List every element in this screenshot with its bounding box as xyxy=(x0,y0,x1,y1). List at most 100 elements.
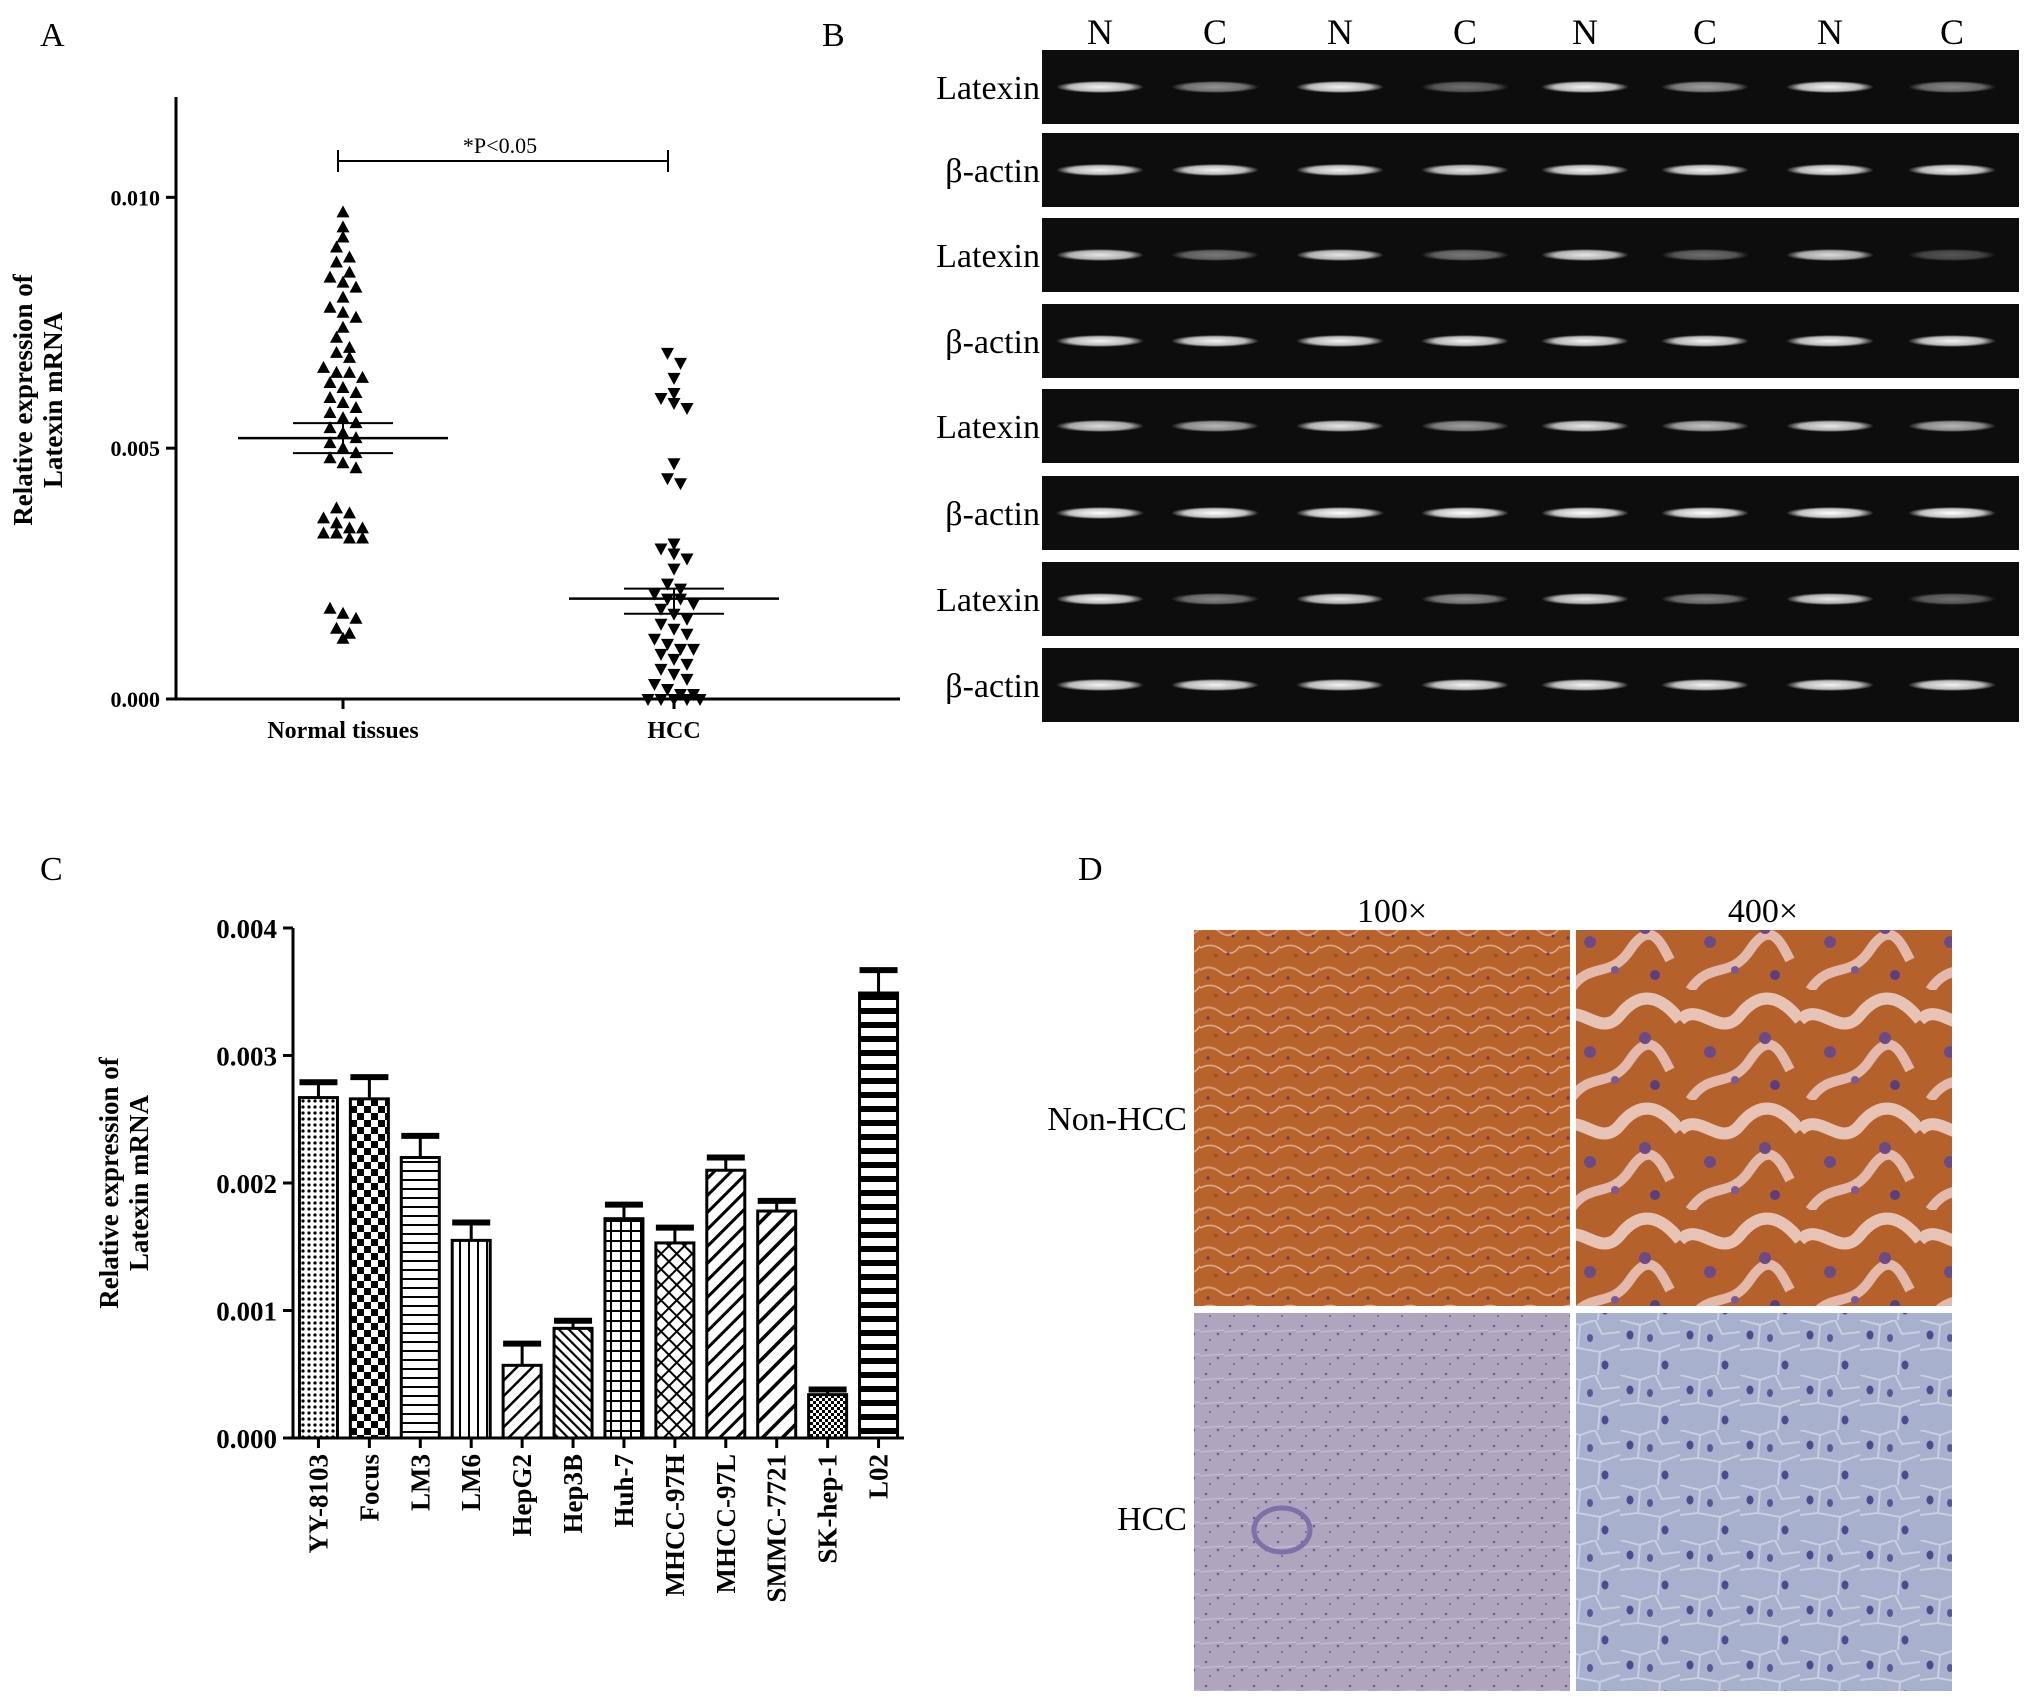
gel-band xyxy=(1541,81,1629,93)
scatter-x-tick-label: HCC xyxy=(647,718,700,744)
scatter-point xyxy=(336,411,350,424)
scatter-point xyxy=(323,436,337,449)
ihc-image-hcc-100x xyxy=(1194,1313,1570,1691)
scatter-point xyxy=(323,451,337,464)
gel-band xyxy=(1541,420,1629,432)
scatter-point xyxy=(680,403,694,416)
gel-row-label: β-actin xyxy=(945,668,1040,705)
panel-letter-b: B xyxy=(822,17,845,54)
scatter-point xyxy=(680,553,694,566)
gel-band xyxy=(1296,420,1384,432)
gel-lane-label: C xyxy=(1203,12,1227,52)
gel-band xyxy=(1541,507,1629,519)
bar xyxy=(450,1238,492,1440)
bar-x-tick-label: L02 xyxy=(864,1454,894,1499)
gel-band xyxy=(1421,164,1509,176)
gel-band xyxy=(1421,81,1509,93)
bar-x-tick-label: SK-hep-1 xyxy=(813,1454,843,1564)
scatter-point xyxy=(349,611,363,624)
gel-band xyxy=(1661,420,1749,432)
gel-band xyxy=(1786,507,1874,519)
gel-band xyxy=(1661,507,1749,519)
scatter-point xyxy=(674,688,687,701)
scatter-point xyxy=(667,548,681,561)
bar-x-labels: YY-8103 Focus LM3 LM6 HepG2 Hep3B Huh-7 MHCC-97… xyxy=(303,1438,894,1602)
scatter-point xyxy=(330,526,343,539)
scatter-point xyxy=(680,628,694,641)
scatter-y-tick-label: 0.010 xyxy=(111,185,161,210)
scatter-point xyxy=(336,305,350,318)
gel-band xyxy=(1908,593,1996,605)
gel-band xyxy=(1056,335,1144,347)
gel-lane-label: N xyxy=(1087,12,1113,52)
bar-x-tick-label: MHCC-97L xyxy=(711,1454,741,1593)
scatter-x-labels: Normal tissues HCC xyxy=(267,699,701,744)
scatter-point xyxy=(330,255,343,268)
bar-y-tick-label: 0.002 xyxy=(216,1169,277,1199)
gel-band xyxy=(1541,679,1629,691)
bar-x-tick-label: LM6 xyxy=(456,1454,486,1511)
bar xyxy=(705,1168,747,1440)
gel-band xyxy=(1908,420,1996,432)
scatter-mean-bars xyxy=(238,422,779,615)
gel-row-label: β-actin xyxy=(945,496,1040,533)
gel-band xyxy=(1908,335,1996,347)
scatter-point xyxy=(336,275,350,288)
scatter-point xyxy=(349,310,363,323)
gel-band xyxy=(1171,507,1259,519)
scatter-point xyxy=(343,250,356,263)
bar-x-tick-label: YY-8103 xyxy=(303,1454,333,1554)
gel-band xyxy=(1661,679,1749,691)
scatter-point xyxy=(667,538,681,551)
scatter-point xyxy=(693,694,707,706)
scatter-point xyxy=(680,613,694,626)
gel-band xyxy=(1056,507,1144,519)
scatter-point xyxy=(336,290,350,303)
gel-band xyxy=(1541,249,1629,261)
scatter-point xyxy=(323,391,337,403)
gel-band xyxy=(1296,81,1384,93)
scatter-point xyxy=(317,511,330,524)
bar-x-tick-label: Focus xyxy=(354,1454,384,1522)
ihc-row-label-hcc: HCC xyxy=(1117,1501,1187,1538)
scatter-point xyxy=(661,347,674,360)
scatter-point xyxy=(343,265,356,278)
gel-band xyxy=(1056,420,1144,432)
scatter-point xyxy=(336,631,350,644)
scatter-point xyxy=(343,531,356,544)
ihc-column-label-100x: 100× xyxy=(1357,893,1427,930)
gel-band xyxy=(1296,335,1384,347)
gel-band xyxy=(1171,335,1259,347)
gel-band xyxy=(1421,249,1509,261)
significance-annotation: *P<0.05 xyxy=(463,133,537,158)
gel-band xyxy=(1541,335,1629,347)
ihc-column-label-400x: 400× xyxy=(1728,893,1798,930)
scatter-plot-panel-a: 0.000 0.005 0.010 Normal tissues HCC Relati… xyxy=(8,97,900,744)
bar-y-tick-label: 0.000 xyxy=(216,1424,277,1454)
scatter-point xyxy=(661,638,674,651)
scatter-x-tick-label: Normal tissues xyxy=(267,718,418,744)
gel-band xyxy=(1786,335,1874,347)
bar-chart-panel-c: 0.000 0.001 0.002 0.003 0.004 YY-8103 Focus LM… xyxy=(94,914,904,1602)
bar-ylabel-line2: Latexin mRNA xyxy=(124,1094,154,1271)
scatter-point xyxy=(343,340,356,353)
bar-series xyxy=(297,967,900,1440)
gel-band xyxy=(1661,81,1749,93)
gel-band xyxy=(1908,249,1996,261)
bar xyxy=(399,1156,441,1440)
bar xyxy=(348,1097,390,1440)
gel-lane-label: N xyxy=(1572,12,1598,52)
scatter-point xyxy=(654,543,668,556)
gel-band xyxy=(1056,81,1144,93)
bar-y-tick-label: 0.004 xyxy=(216,914,277,944)
scatter-point xyxy=(641,694,655,706)
scatter-point xyxy=(667,458,681,471)
bar-ylabel-line1: Relative expression of xyxy=(94,1056,124,1308)
bar xyxy=(552,1326,594,1440)
scatter-point xyxy=(687,643,700,656)
gel-band xyxy=(1171,164,1259,176)
gel-row-label: Latexin xyxy=(936,582,1040,619)
